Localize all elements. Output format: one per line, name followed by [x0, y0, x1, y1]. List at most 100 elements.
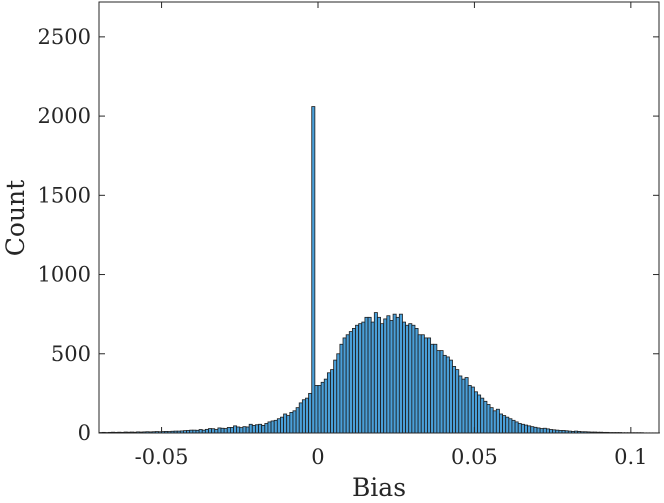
histogram-bar: [420, 334, 425, 434]
histogram-bar: [455, 369, 460, 434]
histogram-bar: [539, 428, 544, 434]
histogram-bar: [527, 425, 532, 434]
histogram-bar: [445, 356, 450, 434]
histogram-bar: [242, 426, 247, 434]
histogram-bar: [295, 407, 300, 434]
histogram-bar: [245, 426, 250, 434]
histogram-bar: [448, 359, 453, 434]
histogram-bar: [323, 378, 328, 434]
histogram-bar: [286, 415, 291, 434]
histogram-bar: [229, 427, 234, 434]
histogram-bar: [223, 428, 228, 434]
histogram-bar: [470, 386, 475, 434]
histogram-bar: [423, 337, 428, 434]
histogram-bar: [311, 106, 316, 434]
histogram-bar: [530, 426, 535, 434]
histogram-bars: [98, 106, 660, 434]
y-axis-ticks: 0 500 1000 1500 2000 2500: [38, 25, 659, 445]
y-tick-label: 2500: [38, 25, 91, 49]
histogram-bar: [355, 324, 360, 434]
histogram-bar: [427, 337, 432, 434]
histogram-bar: [339, 343, 344, 434]
histogram-bar: [517, 423, 522, 434]
histogram-bar: [367, 316, 372, 434]
axes-frame: [98, 1, 660, 434]
histogram-bar: [414, 328, 419, 434]
histogram-bar: [480, 397, 485, 434]
histogram-bar: [208, 428, 213, 434]
histogram-bar: [402, 321, 406, 434]
histogram-bar: [398, 313, 403, 434]
histogram-bar: [377, 316, 381, 434]
histogram-bar: [248, 423, 253, 434]
histogram-bar: [239, 427, 244, 434]
histogram-bar: [233, 425, 238, 434]
x-tick-label: 0: [311, 445, 324, 469]
histogram-bar: [317, 385, 322, 434]
x-tick-label: 0.1: [614, 445, 647, 469]
x-tick-label: 0.05: [451, 445, 498, 469]
histogram-bar: [352, 328, 356, 434]
histogram-bar: [408, 323, 413, 434]
y-tick-label: 0: [78, 421, 91, 445]
histogram-bar: [461, 378, 466, 434]
histogram-bar: [442, 354, 447, 434]
histogram-bar: [258, 423, 263, 434]
histogram-bar: [301, 399, 306, 434]
y-tick-label: 2000: [38, 104, 91, 128]
histogram-bar: [433, 343, 438, 434]
histogram-bar: [486, 404, 491, 434]
histogram-bar: [533, 426, 538, 434]
histogram-bar: [520, 423, 525, 434]
histogram-bar: [292, 410, 297, 434]
histogram-bar: [214, 429, 219, 434]
histogram-bar: [477, 394, 482, 434]
histogram-bar: [345, 334, 350, 434]
histogram-bar: [545, 428, 550, 434]
histogram-bar: [436, 350, 441, 434]
histogram-bar: [226, 427, 231, 434]
histogram-bar: [358, 323, 363, 434]
histogram-bar: [514, 421, 519, 434]
y-axis-label: Count: [1, 180, 30, 256]
histogram-bar: [474, 391, 478, 434]
histogram-bar: [217, 427, 222, 434]
histogram-bar: [464, 377, 469, 434]
histogram-bar: [305, 397, 310, 434]
histogram-bar: [204, 428, 209, 434]
histogram-bar: [430, 343, 435, 434]
histogram-bar: [536, 427, 541, 434]
histogram-bar: [492, 410, 497, 434]
histogram-bar: [220, 427, 225, 434]
x-axis-label: Bias: [352, 473, 406, 502]
histogram-bar: [336, 353, 341, 434]
histogram-bar: [389, 320, 394, 434]
histogram-bar: [383, 318, 388, 434]
histogram-bar: [511, 419, 516, 434]
histogram-bar: [505, 416, 510, 434]
histogram-bar: [273, 419, 278, 434]
y-tick-label: 500: [51, 342, 91, 366]
histogram-bar: [483, 400, 488, 434]
histogram-bar: [499, 413, 503, 434]
histogram-bar: [405, 324, 410, 434]
histogram-bar: [524, 424, 529, 434]
x-tick-label: -0.05: [135, 445, 189, 469]
histogram-bar: [439, 350, 444, 434]
histogram-bar: [255, 424, 259, 434]
histogram-bar: [270, 420, 275, 434]
y-tick-label: 1500: [38, 183, 91, 207]
y-tick-label: 1000: [38, 263, 91, 287]
histogram-bar: [342, 337, 347, 434]
histogram-bar: [467, 385, 472, 434]
histogram-bar: [386, 315, 391, 434]
histogram-bar: [308, 392, 313, 434]
histogram-bar: [373, 312, 378, 434]
histogram-bar: [542, 427, 547, 434]
histogram-bar: [458, 375, 463, 434]
histogram-bar: [333, 359, 338, 434]
histogram-bar: [267, 421, 272, 434]
histogram-bar: [320, 381, 325, 434]
histogram-bar: [361, 321, 366, 434]
